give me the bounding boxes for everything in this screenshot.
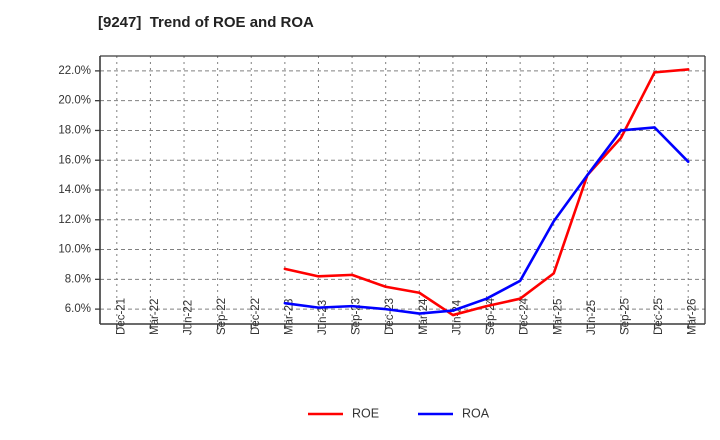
x-tick-label: Sep-23 <box>351 298 363 335</box>
series-line-roa <box>283 126 690 315</box>
x-tick-label: Dec-22 <box>250 298 262 335</box>
x-tick-label: Sep-25 <box>620 298 632 335</box>
y-tick-label: 8.0% <box>65 273 91 285</box>
series-line-roe <box>283 68 690 317</box>
x-tick-label: Dec-21 <box>115 298 127 335</box>
x-tick-label: Mar-26 <box>687 299 699 335</box>
y-tick-label: 18.0% <box>58 124 91 136</box>
y-tick-label: 14.0% <box>58 184 91 196</box>
x-tick-label: Jun-24 <box>451 299 463 335</box>
x-tick-label: Dec-24 <box>519 297 531 335</box>
y-tick-label: 6.0% <box>65 303 91 315</box>
y-axis-tick-labels: 22.0% 20.0% 18.0% 16.0% 14.0% 12.0% 10.0% 8.0% 6… <box>58 65 100 315</box>
chart-legend: ROE ROA <box>308 406 490 420</box>
x-tick-label: Mar-24 <box>418 298 430 335</box>
x-tick-label: Mar-23 <box>283 299 295 335</box>
legend-label-roa: ROA <box>462 406 490 420</box>
y-tick-label: 20.0% <box>58 95 91 107</box>
x-tick-label: Dec-23 <box>384 298 396 335</box>
x-tick-label: Mar-22 <box>149 299 161 335</box>
x-tick-label: Sep-22 <box>216 298 228 335</box>
x-tick-label: Mar-25 <box>552 299 564 335</box>
horizontal-gridlines <box>100 70 705 310</box>
series-lines <box>283 68 690 317</box>
x-tick-label: Dec-25 <box>653 298 665 335</box>
x-tick-label: Jun-25 <box>586 300 598 335</box>
y-tick-label: 16.0% <box>58 154 91 166</box>
x-tick-label: Jun-22 <box>183 300 195 335</box>
y-tick-label: 22.0% <box>58 65 91 77</box>
y-tick-label: 10.0% <box>58 244 91 256</box>
legend-label-roe: ROE <box>352 406 379 420</box>
x-tick-label: Jun-23 <box>317 300 329 335</box>
chart-title: [9247] Trend of ROE and ROA <box>98 14 314 31</box>
y-tick-label: 12.0% <box>58 214 91 226</box>
